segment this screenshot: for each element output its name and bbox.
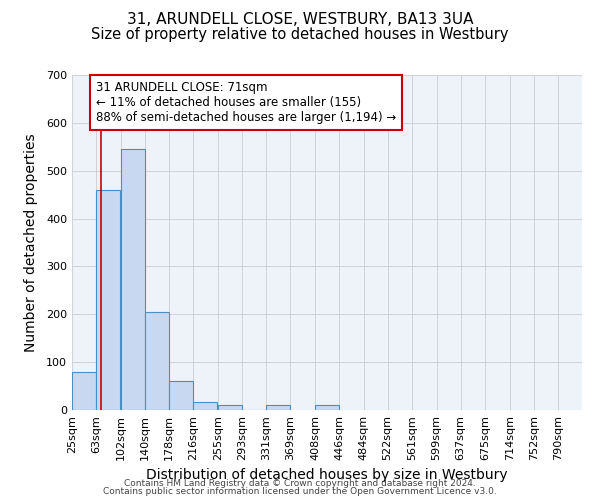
Bar [266,405,290,410]
Text: Size of property relative to detached houses in Westbury: Size of property relative to detached ho… [91,28,509,42]
Bar [315,405,340,410]
X-axis label: Distribution of detached houses by size in Westbury: Distribution of detached houses by size … [146,468,508,482]
Bar [121,149,145,410]
Bar [193,402,217,410]
Bar [145,312,169,410]
Bar [169,382,193,410]
Text: 31, ARUNDELL CLOSE, WESTBURY, BA13 3UA: 31, ARUNDELL CLOSE, WESTBURY, BA13 3UA [127,12,473,28]
Text: Contains HM Land Registry data © Crown copyright and database right 2024.: Contains HM Land Registry data © Crown c… [124,478,476,488]
Bar [96,190,120,410]
Bar [72,372,96,410]
Bar [218,405,242,410]
Y-axis label: Number of detached properties: Number of detached properties [23,133,38,352]
Text: 31 ARUNDELL CLOSE: 71sqm
← 11% of detached houses are smaller (155)
88% of semi-: 31 ARUNDELL CLOSE: 71sqm ← 11% of detach… [96,80,397,124]
Text: Contains public sector information licensed under the Open Government Licence v3: Contains public sector information licen… [103,487,497,496]
